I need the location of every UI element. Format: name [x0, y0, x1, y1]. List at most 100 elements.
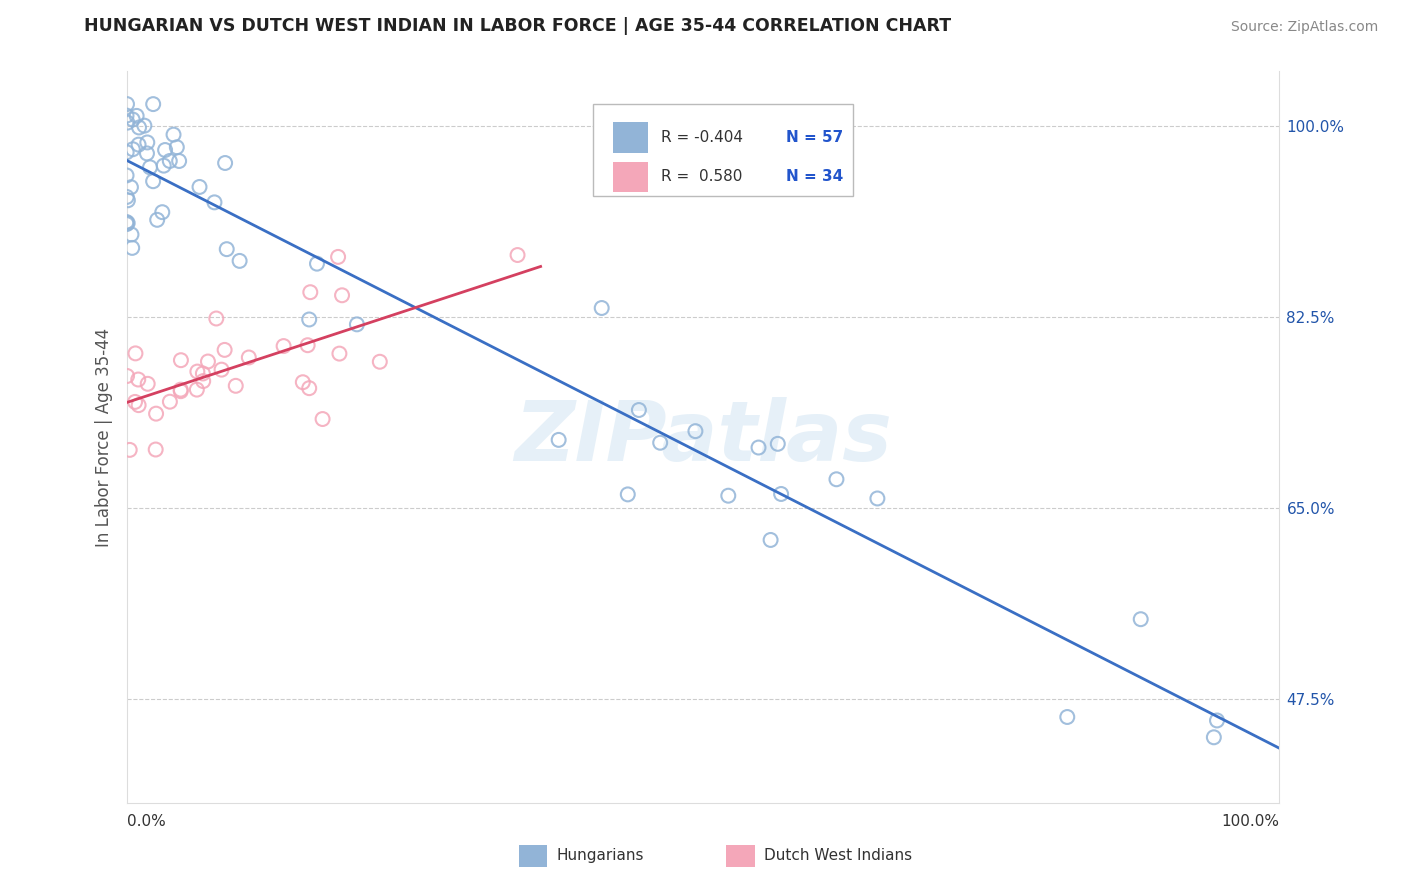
Point: [238, 351, 260, 365]
Point: [766, 437, 789, 451]
Point: [128, 137, 150, 152]
Point: [215, 242, 238, 256]
Point: [326, 250, 349, 264]
Point: [115, 169, 138, 183]
Point: [127, 372, 149, 386]
Point: [139, 161, 162, 175]
Point: [136, 146, 159, 161]
Point: [298, 312, 321, 326]
Text: HUNGARIAN VS DUTCH WEST INDIAN IN LABOR FORCE | AGE 35-44 CORRELATION CHART: HUNGARIAN VS DUTCH WEST INDIAN IN LABOR …: [84, 17, 952, 35]
Point: [115, 190, 138, 204]
Point: [115, 217, 138, 231]
Point: [115, 369, 138, 384]
Point: [214, 156, 236, 170]
Point: [547, 433, 569, 447]
Bar: [519, 846, 547, 867]
FancyBboxPatch shape: [593, 104, 853, 195]
Text: 100.0%: 100.0%: [1222, 814, 1279, 829]
Point: [297, 338, 319, 352]
Point: [124, 346, 146, 360]
Text: R =  0.580: R = 0.580: [661, 169, 742, 185]
Point: [170, 353, 193, 368]
Point: [825, 472, 848, 486]
Point: [152, 159, 174, 173]
Point: [1202, 731, 1225, 745]
Point: [298, 381, 321, 395]
Point: [125, 109, 148, 123]
Bar: [725, 846, 755, 867]
Point: [717, 489, 740, 503]
Point: [188, 180, 211, 194]
Point: [1129, 612, 1152, 626]
Point: [186, 365, 208, 379]
Point: [121, 241, 143, 255]
Point: [124, 395, 146, 409]
Point: [770, 487, 793, 501]
Point: [121, 227, 143, 242]
Point: [145, 442, 167, 457]
Text: Hungarians: Hungarians: [557, 848, 644, 863]
Point: [506, 248, 529, 262]
Point: [134, 119, 156, 133]
Point: [214, 343, 236, 357]
Point: [128, 120, 150, 135]
Point: [204, 195, 226, 210]
Point: [115, 145, 138, 160]
Point: [136, 136, 159, 150]
Point: [225, 379, 247, 393]
Point: [685, 424, 707, 438]
Bar: [613, 161, 648, 193]
Point: [117, 216, 139, 230]
Point: [330, 288, 353, 302]
Text: R = -0.404: R = -0.404: [661, 130, 744, 145]
Point: [747, 441, 769, 455]
Point: [650, 435, 672, 450]
Point: [115, 97, 138, 112]
Point: [627, 403, 650, 417]
Point: [759, 533, 782, 547]
Point: [121, 142, 143, 156]
Point: [197, 354, 219, 368]
Text: N = 34: N = 34: [786, 169, 844, 185]
Point: [170, 384, 193, 399]
Point: [186, 383, 208, 397]
Point: [145, 407, 167, 421]
Point: [142, 97, 165, 112]
Text: Source: ZipAtlas.com: Source: ZipAtlas.com: [1230, 21, 1378, 34]
Point: [120, 180, 142, 194]
Point: [328, 346, 350, 360]
Point: [273, 339, 295, 353]
Point: [136, 376, 159, 391]
Point: [115, 109, 138, 123]
Point: [117, 115, 139, 129]
Point: [191, 367, 214, 381]
Point: [166, 140, 188, 154]
Point: [311, 412, 333, 426]
Point: [228, 253, 250, 268]
Point: [162, 128, 184, 142]
Text: Dutch West Indians: Dutch West Indians: [763, 848, 912, 863]
Point: [291, 376, 314, 390]
Point: [159, 153, 181, 168]
Point: [346, 318, 368, 332]
Point: [1206, 714, 1229, 728]
Point: [368, 355, 391, 369]
Point: [121, 112, 143, 127]
Point: [193, 374, 215, 388]
Point: [150, 205, 173, 219]
Text: N = 57: N = 57: [786, 130, 844, 145]
Point: [142, 174, 165, 188]
Point: [118, 442, 141, 457]
Point: [299, 285, 322, 300]
Point: [117, 194, 139, 208]
Point: [159, 394, 181, 409]
Point: [591, 301, 613, 315]
Text: ZIPatlas: ZIPatlas: [515, 397, 891, 477]
Y-axis label: In Labor Force | Age 35-44: In Labor Force | Age 35-44: [94, 327, 112, 547]
Point: [128, 398, 150, 412]
Text: 0.0%: 0.0%: [127, 814, 166, 829]
Point: [153, 143, 176, 157]
Point: [146, 212, 169, 227]
Point: [115, 215, 138, 229]
Point: [169, 383, 191, 397]
